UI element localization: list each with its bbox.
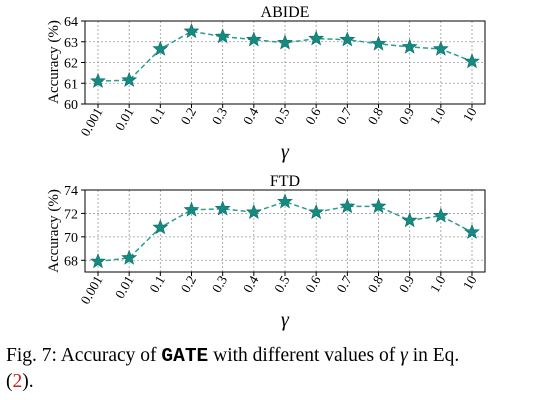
data-point-star [152, 219, 169, 235]
caption-gamma-symbol: γ [400, 345, 408, 366]
x-tick-label: 0.4 [240, 105, 262, 127]
data-point-star [308, 203, 325, 219]
data-point-star [183, 23, 200, 39]
x-tick-label: 0.7 [334, 273, 356, 295]
x-tick-label: 0.2 [178, 105, 199, 127]
caption-middle: with different values of [208, 345, 401, 366]
y-tick-label: 74 [64, 184, 78, 199]
x-tick-label: 0.7 [334, 105, 356, 127]
data-point-star [370, 35, 387, 51]
x-tick-label: 1.0 [427, 273, 449, 295]
data-point-star [370, 198, 387, 214]
x-tick-label: 0.6 [302, 105, 324, 127]
caption-equation-ref[interactable]: 2 [12, 371, 23, 392]
y-tick-label: 60 [64, 98, 78, 113]
chart-1: 68 70 72 74 0.001 0.01 0.1 0.2 0.3 0.4 0.5 0.6 0.7 0.… [46, 173, 486, 331]
y-tick-label: 62 [64, 57, 78, 72]
data-point-star [464, 53, 480, 69]
data-point-star [401, 38, 418, 54]
data-point-star [121, 71, 138, 87]
data-point-star [214, 28, 231, 44]
data-point-star [339, 31, 356, 47]
data-point-star [245, 31, 262, 47]
y-tick-label: 70 [64, 231, 78, 246]
data-point-star [183, 201, 200, 217]
x-tick-label: 0.1 [147, 273, 168, 295]
data-point-star [152, 40, 169, 56]
figure-caption: Fig. 7: Accuracy of GATE with different … [6, 343, 536, 394]
data-point-star [432, 40, 449, 56]
caption-suffix: in Eq. [407, 345, 460, 366]
y-axis-label: Accuracy (%) [46, 20, 62, 104]
caption-ref-close: ). [22, 371, 34, 392]
x-tick-label: 0.001 [77, 105, 105, 139]
data-point-star [277, 34, 293, 50]
data-point-star [245, 203, 262, 219]
caption-method-name: GATE [161, 345, 209, 367]
x-tick-label: 0.8 [365, 273, 387, 295]
data-point-star [90, 72, 106, 88]
data-point-star [121, 249, 138, 265]
x-tick-label: 0.3 [209, 273, 231, 295]
x-tick-label: 0.6 [302, 273, 324, 295]
y-tick-label: 63 [64, 36, 78, 51]
y-tick-label: 72 [64, 207, 78, 222]
data-point-star [214, 200, 231, 216]
chart-title: ABIDE [261, 4, 310, 21]
caption-prefix: Fig. 7: Accuracy of [6, 345, 162, 366]
y-tick-label: 64 [64, 15, 78, 30]
data-point-star [339, 198, 356, 214]
x-tick-label: 1.0 [427, 105, 449, 127]
chart-title: FTD [270, 173, 300, 190]
x-tick-label: 0.001 [77, 273, 105, 307]
x-tick-label: 0.9 [396, 105, 418, 127]
data-point-star [432, 207, 449, 223]
x-tick-label: 0.8 [365, 105, 387, 127]
x-tick-label: 0.5 [271, 273, 293, 295]
x-tick-label: 0.3 [209, 105, 231, 127]
x-tick-label: 0.01 [112, 105, 137, 133]
x-tick-label: 10 [460, 105, 480, 124]
data-point-star [277, 193, 293, 209]
chart-0: 60 61 62 63 64 0.001 0.01 0.1 0.2 0.3 0.4 0.5 0.6 0.7… [46, 4, 486, 163]
x-tick-label: 0.1 [147, 105, 168, 127]
figure-charts: 60 61 62 63 64 0.001 0.01 0.1 0.2 0.3 0.4 0.5 0.6 0.7… [46, 4, 486, 331]
x-tick-label: 0.4 [240, 273, 262, 295]
caption-ref-open: ( [6, 371, 13, 392]
x-axis-label: γ [281, 141, 290, 163]
y-axis-label: Accuracy (%) [46, 189, 62, 273]
data-point-star [401, 212, 418, 228]
y-tick-label: 61 [64, 77, 78, 92]
x-tick-label: 0.2 [178, 273, 199, 295]
y-tick-label: 68 [64, 254, 78, 269]
x-tick-label: 0.9 [396, 273, 418, 295]
x-tick-label: 0.5 [271, 105, 293, 127]
x-tick-label: 0.01 [112, 273, 137, 301]
x-tick-label: 10 [460, 273, 480, 292]
data-point-star [464, 223, 480, 239]
data-point-star [308, 30, 325, 46]
x-axis-label: γ [281, 309, 290, 331]
data-point-star [90, 253, 106, 269]
